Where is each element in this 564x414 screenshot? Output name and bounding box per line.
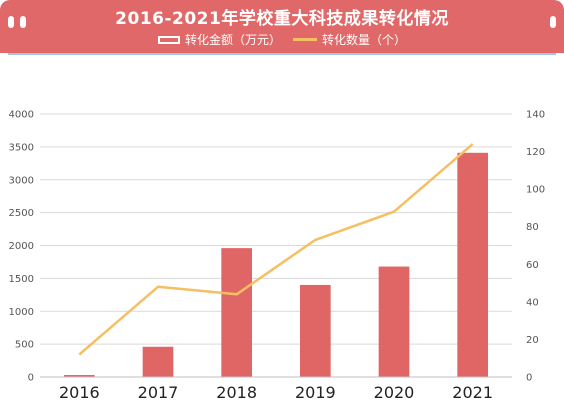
x-tick-label: 2021 (452, 383, 493, 402)
y-right-tick-label: 100 (526, 185, 545, 196)
y-right-tick-label: 60 (526, 260, 539, 271)
legend-label-amount: 转化金额（万元） (184, 33, 281, 47)
x-tick-label: 2020 (374, 383, 415, 402)
bar-2018 (221, 248, 253, 377)
y-left-tick-label: 500 (15, 340, 34, 351)
title-banner (0, 0, 564, 53)
legend-bar-swatch (157, 35, 180, 44)
y-left-tick-label: 3000 (9, 175, 34, 186)
bar-2019 (299, 284, 331, 377)
bar-2020 (378, 266, 410, 377)
y-left-tick-label: 1000 (9, 307, 34, 318)
x-tick-label: 2019 (295, 383, 336, 402)
banner-dot-right (550, 16, 556, 28)
y-left-tick-label: 2500 (9, 208, 34, 219)
y-right-tick-label: 40 (526, 297, 539, 308)
y-right-tick-label: 0 (526, 373, 532, 384)
banner-divider (8, 53, 556, 55)
legend-item-amount: 转化金额（万元） (157, 31, 281, 48)
y-right-tick-label: 20 (526, 335, 539, 346)
x-tick-label: 2018 (216, 383, 257, 402)
y-left-tick-label: 0 (28, 373, 34, 384)
y-left-tick-label: 1500 (9, 274, 34, 285)
x-tick-label: 2016 (59, 383, 100, 402)
banner-dot-left-1 (8, 16, 14, 28)
legend-line-swatch (293, 38, 317, 41)
chart-title: 2016-2021年学校重大科技成果转化情况 (115, 9, 449, 29)
bar-2017 (142, 346, 174, 377)
y-left-tick-label: 4000 (9, 110, 34, 121)
line-series-count (78, 143, 474, 356)
y-right-tick-label: 140 (526, 110, 545, 121)
y-right-tick-label: 120 (526, 147, 545, 158)
bar-2021 (457, 152, 489, 377)
y-left-tick-label: 2000 (9, 241, 34, 252)
banner-dot-left-2 (20, 16, 26, 28)
legend-label-count: 转化数量（个） (322, 33, 407, 47)
chart-legend: 转化金额（万元） 转化数量（个） (0, 31, 564, 48)
legend-item-count: 转化数量（个） (293, 31, 406, 48)
x-tick-label: 2017 (138, 383, 179, 402)
bar-2016 (63, 375, 95, 377)
y-left-tick-label: 3500 (9, 142, 34, 153)
y-right-tick-label: 80 (526, 222, 539, 233)
